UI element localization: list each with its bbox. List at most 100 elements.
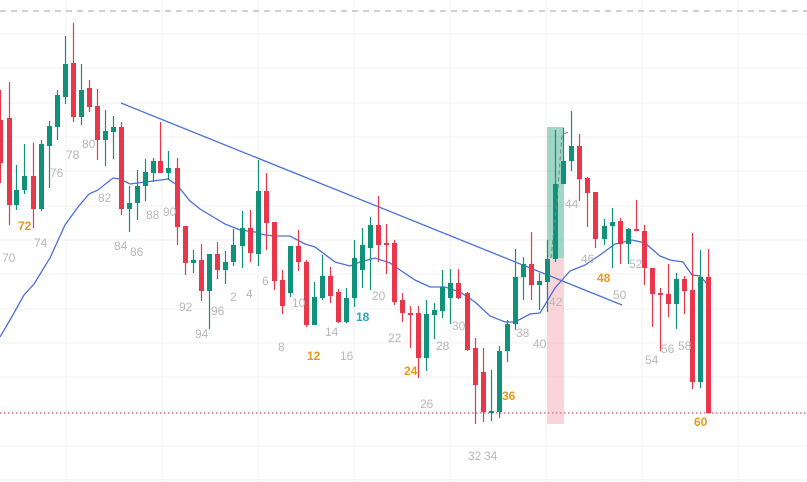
candle-down (416, 306, 421, 378)
candle-up (55, 90, 60, 140)
candle-down (666, 264, 671, 317)
wave-label: 4 (246, 287, 253, 301)
candle-down (215, 242, 220, 279)
candle-down (158, 122, 163, 173)
candle-up (320, 255, 325, 300)
wave-label: 14 (325, 325, 339, 339)
wave-label: 36 (502, 389, 516, 403)
candle-up (569, 111, 574, 171)
wave-label: 18 (356, 310, 370, 324)
wave-label: 46 (581, 252, 595, 266)
candle-down (577, 134, 582, 201)
wave-label: 86 (130, 245, 144, 259)
candle-up (256, 160, 261, 266)
candle-up (166, 151, 171, 180)
candle-down (376, 196, 381, 262)
wave-label: 82 (98, 191, 112, 205)
candle-up (143, 159, 148, 201)
wave-label: 84 (114, 239, 128, 253)
candle-up (79, 64, 84, 125)
wave-label: 76 (50, 166, 64, 180)
wave-label: 24 (404, 364, 418, 378)
candle-up (602, 219, 607, 245)
candle-down (593, 192, 598, 248)
wave-label: 6 (262, 274, 269, 288)
wave-label: 38 (516, 326, 530, 340)
candle-down (642, 225, 647, 285)
candle-up (223, 251, 228, 284)
wave-label: 44 (565, 197, 579, 211)
candle-up (626, 228, 631, 264)
candle-down (304, 260, 309, 327)
candle-down (392, 240, 397, 305)
candle-up (63, 36, 68, 104)
wave-label: 2 (230, 290, 237, 304)
wave-label: 72 (18, 219, 32, 233)
candle-down (272, 222, 277, 290)
candle-down (280, 270, 285, 314)
wave-label: 28 (436, 339, 450, 353)
candle-up (505, 320, 510, 362)
wave-label: 16 (340, 349, 354, 363)
candle-up (22, 144, 27, 194)
candle-up (352, 240, 357, 307)
candle-up (312, 282, 317, 325)
candle-up (545, 240, 550, 312)
candle-up (674, 273, 679, 329)
candle-up (111, 116, 116, 159)
wave-label: 20 (372, 289, 386, 303)
candle-down (175, 158, 180, 245)
candle-down (682, 276, 687, 314)
candle-up (521, 257, 526, 300)
candle-up (39, 140, 44, 211)
candle-down (31, 143, 36, 228)
wave-label: 32 (468, 449, 482, 463)
candle-down (585, 177, 590, 227)
candle-up (127, 186, 132, 232)
candle-down (336, 289, 341, 323)
wave-label: 70 (2, 251, 16, 265)
candle-up (537, 273, 542, 310)
candle-down (690, 233, 695, 389)
candle-up (231, 229, 236, 266)
wave-label: 52 (629, 257, 643, 271)
wave-label: 96 (211, 304, 225, 318)
candle-down (71, 23, 76, 122)
candle-down (481, 348, 486, 422)
candle-down (400, 293, 405, 322)
projection-arrow (550, 131, 569, 259)
candle-down (529, 232, 534, 300)
moving-average-line (0, 177, 709, 338)
candle-up (424, 300, 429, 371)
wave-label: 12 (307, 349, 321, 363)
candle-down (658, 288, 663, 351)
candle-up (191, 250, 196, 273)
candle-down (328, 267, 333, 303)
wave-label: 40 (533, 337, 547, 351)
candle-down (473, 338, 478, 424)
wave-label: 30 (452, 319, 466, 333)
candle-down (264, 173, 269, 250)
candle-down (296, 230, 301, 271)
candle-down (465, 292, 470, 351)
candle-up (497, 346, 502, 418)
candle-down (183, 226, 188, 275)
wave-label: 92 (179, 300, 193, 314)
wave-label: 60 (694, 415, 708, 429)
candle-down (634, 200, 639, 231)
trend-line[interactable] (120, 102, 623, 306)
candle-up (288, 246, 293, 297)
candle-down (650, 268, 655, 327)
wave-label: 26 (420, 397, 434, 411)
candle-up (240, 211, 245, 268)
wave-label: 10 (292, 296, 306, 310)
candle-up (368, 217, 373, 290)
candle-up (553, 130, 558, 262)
candles (0, 23, 711, 424)
wave-label: 34 (484, 449, 498, 463)
stop-zone-box (547, 258, 564, 424)
candle-up (135, 170, 140, 220)
candle-up (14, 165, 19, 210)
